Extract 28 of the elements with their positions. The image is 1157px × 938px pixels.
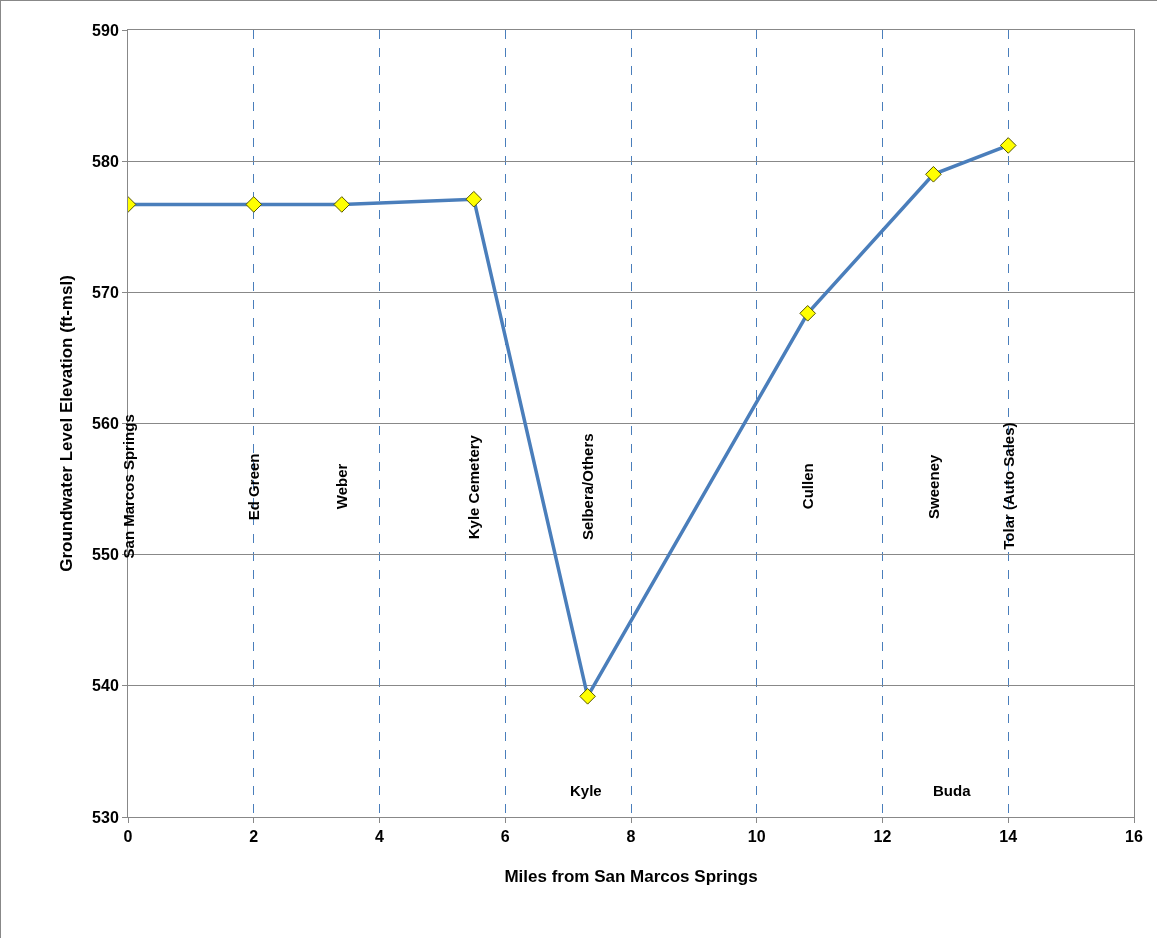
x-tick-label: 16 [1125, 828, 1143, 846]
annotation: Weber [333, 463, 351, 510]
y-tick-label: 590 [92, 21, 119, 39]
annotation: Ed Green [245, 453, 263, 521]
y-tick-label: 560 [92, 415, 119, 433]
x-tick-label: 4 [375, 828, 385, 846]
y-tick-label: 580 [92, 152, 119, 170]
x-tick-label: 6 [500, 828, 510, 846]
annotation: Cullen [799, 463, 817, 510]
annotation: Tolar (Auto Sales) [999, 422, 1017, 550]
annotation: Buda [933, 782, 972, 799]
annotation: Selbera/Others [579, 433, 597, 541]
x-tick-label: 10 [747, 828, 766, 846]
annotation: Kyle [570, 782, 602, 799]
y-tick-label: 540 [92, 677, 119, 695]
y-tick-label: 570 [92, 283, 119, 301]
y-tick-label: 550 [92, 546, 119, 564]
x-tick-label: 14 [999, 828, 1018, 846]
x-tick-label: 12 [873, 828, 892, 846]
annotation: Sweeney [924, 454, 942, 519]
x-tick-label: 0 [123, 828, 133, 846]
annotation: San Marcos Springs [119, 414, 137, 559]
x-tick-label: 8 [626, 828, 636, 846]
x-tick-label: 2 [249, 828, 259, 846]
annotation: Kyle Cemetery [465, 434, 483, 540]
y-tick-label: 530 [92, 808, 119, 826]
y-axis-title: Groundwater Level Elevation (ft-msl) [56, 275, 76, 572]
x-axis-title: Miles from San Marcos Springs [504, 866, 758, 886]
